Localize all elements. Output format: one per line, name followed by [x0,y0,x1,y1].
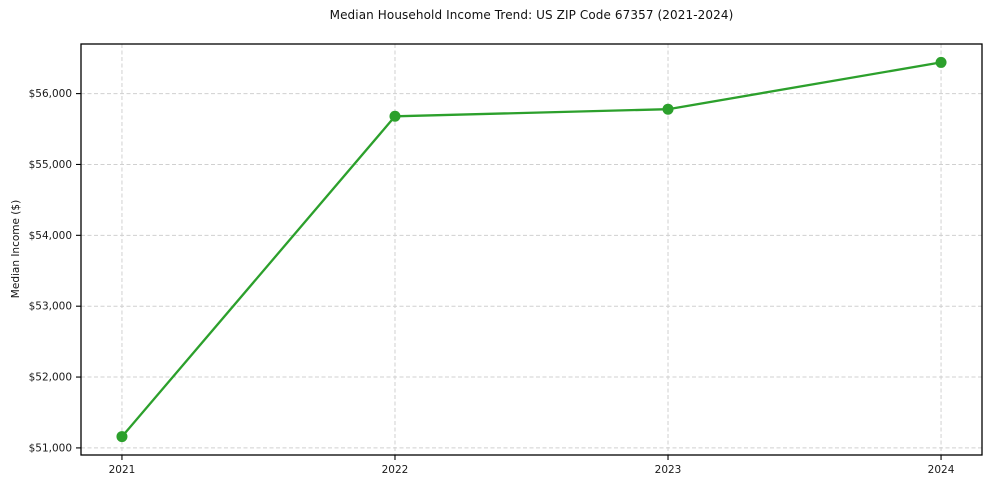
y-tick-label: $56,000 [29,88,72,100]
plot-frame [80,43,983,456]
data-point-2023 [662,103,674,115]
y-tick-label: $55,000 [29,159,72,171]
data-point-2021 [116,431,128,443]
trend-line [120,61,943,438]
y-tick-label: $53,000 [29,301,72,313]
x-tick-label: 2023 [655,464,682,476]
y-tick-label: $51,000 [29,442,72,454]
chart-title: Median Household Income Trend: US ZIP Co… [329,8,734,22]
x-tick-label: 2022 [382,464,409,476]
x-tick-label: 2024 [928,464,955,476]
y-axis-title: Median Income ($) [10,199,22,299]
data-point-2024 [935,56,947,68]
x-tick-label: 2021 [109,464,136,476]
y-tick-label: $54,000 [29,230,72,242]
y-tick-label: $52,000 [29,372,72,384]
data-point-2022 [389,110,401,122]
